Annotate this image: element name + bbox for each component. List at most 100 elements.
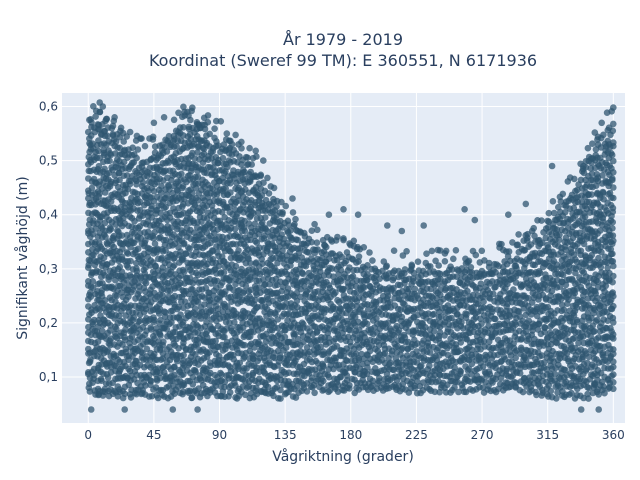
data-point <box>182 250 190 257</box>
data-point <box>522 275 530 283</box>
data-point <box>220 141 228 148</box>
data-point <box>512 262 520 270</box>
data-point <box>289 209 297 216</box>
data-point <box>541 359 548 366</box>
data-point <box>111 387 118 395</box>
data-point <box>398 313 406 321</box>
data-point <box>227 189 234 196</box>
data-point <box>242 282 250 290</box>
data-point <box>366 249 373 256</box>
data-point <box>179 255 187 263</box>
data-point <box>559 271 567 279</box>
data-point <box>235 247 242 254</box>
data-point <box>255 284 263 291</box>
data-point <box>150 316 158 324</box>
data-points <box>85 99 617 413</box>
data-point <box>498 297 505 305</box>
data-point <box>117 124 125 132</box>
data-point <box>230 351 237 359</box>
data-point <box>147 326 155 333</box>
data-point <box>386 299 394 306</box>
data-point <box>553 395 560 402</box>
data-point <box>123 172 131 179</box>
data-point <box>118 232 126 239</box>
data-point <box>538 217 545 224</box>
data-point <box>513 241 521 249</box>
data-point <box>95 162 103 170</box>
data-point <box>457 368 465 375</box>
data-point <box>390 366 398 374</box>
data-point <box>300 320 307 328</box>
data-point <box>337 305 345 313</box>
data-point <box>390 274 398 282</box>
data-point <box>150 188 158 195</box>
data-point <box>414 258 422 266</box>
data-point <box>104 132 111 140</box>
data-point <box>435 262 443 269</box>
data-point <box>414 340 421 347</box>
data-point <box>265 190 273 197</box>
data-point <box>133 169 141 177</box>
data-point <box>585 282 593 290</box>
data-point <box>89 278 97 285</box>
data-point <box>122 326 129 333</box>
data-point <box>601 389 608 397</box>
data-point <box>303 388 311 395</box>
data-point <box>257 171 265 179</box>
data-point <box>227 324 235 332</box>
data-point <box>98 377 105 385</box>
data-point <box>270 184 278 192</box>
data-point <box>518 335 526 342</box>
data-point <box>597 154 604 162</box>
data-point <box>410 269 418 277</box>
data-point <box>292 394 300 401</box>
data-point <box>287 227 294 234</box>
data-point <box>515 308 523 315</box>
data-point <box>599 172 606 179</box>
data-point <box>571 334 578 342</box>
data-point <box>247 168 254 176</box>
data-point <box>209 325 216 333</box>
data-point <box>127 257 134 265</box>
data-point <box>111 114 118 121</box>
data-point <box>580 240 588 248</box>
data-point <box>264 174 271 182</box>
data-point <box>399 300 407 307</box>
data-point <box>533 391 540 399</box>
data-point <box>124 250 132 257</box>
data-point <box>478 320 485 328</box>
data-point <box>256 244 263 252</box>
data-point <box>403 248 410 255</box>
data-point <box>387 359 394 367</box>
data-point <box>279 247 286 255</box>
data-point <box>390 247 398 254</box>
data-point <box>173 143 180 150</box>
data-point <box>121 390 129 398</box>
data-point <box>132 175 139 183</box>
data-point <box>565 268 573 276</box>
data-point <box>343 249 351 256</box>
data-point <box>219 154 227 162</box>
data-point <box>137 135 144 142</box>
data-point <box>241 341 248 349</box>
data-point <box>292 330 299 338</box>
data-point <box>194 299 202 306</box>
data-point <box>355 253 363 260</box>
data-point <box>191 305 199 312</box>
data-point <box>127 394 135 401</box>
data-point <box>596 227 604 234</box>
data-point <box>116 176 123 184</box>
data-point <box>113 292 120 300</box>
data-point <box>568 389 575 397</box>
data-point <box>360 284 368 291</box>
data-point <box>584 144 592 152</box>
data-point <box>149 136 157 143</box>
data-point <box>240 288 248 295</box>
data-point <box>220 269 228 276</box>
data-point <box>259 219 266 226</box>
data-point <box>399 344 406 352</box>
data-point <box>166 209 174 217</box>
data-point <box>591 328 598 335</box>
data-point <box>582 164 590 171</box>
data-point <box>126 128 134 136</box>
